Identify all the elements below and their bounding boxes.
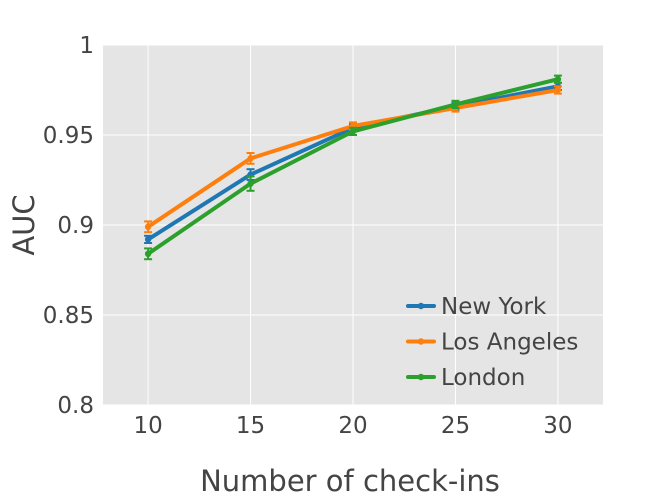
legend-marker xyxy=(417,338,425,345)
y-axis-label: AUC xyxy=(7,194,41,255)
series-layer xyxy=(144,74,562,261)
data-point xyxy=(247,155,254,162)
legend-label: London xyxy=(441,365,525,391)
x-tick-label: 10 xyxy=(133,413,162,439)
y-axis-tick-labels: 0.8 0.85 0.9 0.95 1 xyxy=(43,33,94,419)
data-point xyxy=(349,128,357,135)
x-axis-tick-labels: 10 15 20 25 30 xyxy=(133,413,572,439)
data-point xyxy=(144,236,152,243)
legend-label: Los Angeles xyxy=(441,330,578,356)
y-tick-label: 0.8 xyxy=(57,393,94,419)
data-point xyxy=(554,76,562,83)
legend-marker xyxy=(417,373,425,381)
x-tick-label: 30 xyxy=(543,413,572,439)
legend-item-los-angeles: Los Angeles xyxy=(406,330,578,356)
y-tick-label: 0.95 xyxy=(43,123,94,149)
x-axis-label: Number of check-ins xyxy=(200,464,500,498)
legend-item-london: London xyxy=(406,365,525,391)
legend-marker xyxy=(417,302,425,310)
y-tick-label: 1 xyxy=(79,33,94,59)
grid-lines xyxy=(103,44,603,406)
data-point xyxy=(554,86,562,94)
y-tick-label: 0.9 xyxy=(57,213,94,239)
legend-label: New York xyxy=(441,294,547,320)
series-london xyxy=(144,74,562,261)
data-point xyxy=(247,180,254,187)
x-tick-label: 25 xyxy=(441,413,470,439)
y-tick-label: 0.85 xyxy=(43,303,94,329)
data-point xyxy=(452,101,459,108)
legend: New York Los Angeles London xyxy=(406,294,578,391)
x-tick-label: 20 xyxy=(338,413,367,439)
data-point xyxy=(144,223,152,230)
legend-item-new-york: New York xyxy=(406,294,547,320)
data-point xyxy=(144,250,152,257)
x-tick-label: 15 xyxy=(236,413,265,439)
